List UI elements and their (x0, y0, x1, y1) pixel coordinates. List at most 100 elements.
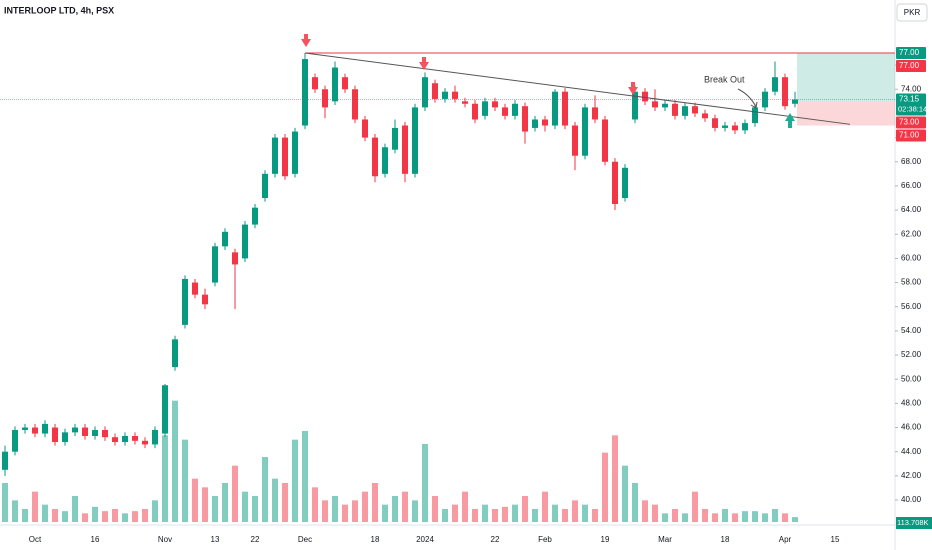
price-label-box (896, 47, 926, 60)
candle-body (582, 107, 588, 156)
volume-bar (32, 491, 38, 522)
overlay: Break Out (301, 34, 795, 128)
volume-bar (92, 506, 98, 522)
y-tick-label: 66.00 (901, 181, 922, 190)
x-tick-label: Mar (658, 535, 672, 544)
volume-bar (732, 513, 738, 522)
candle-body (142, 440, 148, 445)
candle-body (192, 282, 198, 295)
volume-bar (442, 509, 448, 522)
y-tick-label: 46.00 (901, 423, 922, 432)
price-label-box (896, 93, 926, 116)
x-tick-label: Feb (538, 535, 552, 544)
volume-bar (772, 509, 778, 522)
candle-body (542, 119, 548, 126)
volume-bar (62, 511, 68, 522)
price-label-box (896, 116, 926, 129)
volume-bar (142, 509, 148, 522)
volume-bar (792, 517, 798, 522)
candle-body (42, 423, 48, 434)
candle-body (562, 91, 568, 126)
up-arrow (788, 120, 792, 128)
candle-body (352, 89, 358, 120)
volume-bar (202, 487, 208, 522)
candle-body (292, 131, 298, 174)
y-tick-label: 58.00 (901, 278, 922, 287)
volume-bar (562, 509, 568, 522)
volume-bar (652, 504, 658, 522)
down-arrow (631, 82, 635, 88)
volume-bar (2, 483, 8, 522)
volume-bar (752, 511, 758, 522)
volume-bar (742, 511, 748, 522)
volume-bar (382, 504, 388, 522)
currency-box[interactable] (896, 3, 928, 22)
candle-body (12, 429, 18, 452)
volume-bar (702, 509, 708, 522)
volume-bar (452, 504, 458, 522)
volume-bar (72, 496, 78, 522)
volume-bar (82, 513, 88, 522)
candle-body (282, 137, 288, 177)
candle-body (592, 107, 598, 120)
candle-body (522, 106, 528, 132)
volume-bar (402, 491, 408, 522)
candle-body (122, 435, 128, 443)
candle-body (342, 77, 348, 90)
x-tick-label: 22 (491, 535, 500, 544)
chart-title: INTERLOOP LTD, 4h, PSX (4, 5, 114, 15)
candle-body (552, 91, 558, 126)
candle-body (32, 427, 38, 434)
candle-body (662, 103, 668, 108)
x-tick-label: 2024 (416, 535, 434, 544)
volume-bar (342, 504, 348, 522)
volume-bar (462, 491, 468, 522)
candle-body (742, 123, 748, 131)
volume-bar (322, 500, 328, 522)
candle-body (792, 99, 798, 104)
candle-body (492, 101, 498, 108)
volume-bar (672, 509, 678, 522)
candle-body (452, 91, 458, 99)
volume-bar (782, 513, 788, 522)
volume-bar (412, 500, 418, 522)
price-label: 73.00 (899, 118, 920, 127)
candle-body (572, 125, 578, 156)
y-tick-label: 50.00 (901, 374, 922, 383)
price-label: 77.00 (899, 61, 920, 70)
volume-bar (502, 506, 508, 522)
candle-body (362, 119, 368, 138)
volume-bar (522, 496, 528, 522)
candle-body (202, 294, 208, 305)
plot (0, 52, 895, 522)
volume-bar (112, 509, 118, 522)
volume-bar (532, 509, 538, 522)
candle-body (402, 125, 408, 174)
candle-body (2, 451, 8, 470)
volume-bar (102, 511, 108, 522)
candle-body (422, 77, 428, 108)
candle-body (732, 125, 738, 131)
candle-body (642, 91, 648, 102)
candle-body (392, 127, 398, 150)
y-tick-label: 60.00 (901, 254, 922, 263)
volume-bar (372, 483, 378, 522)
candle-body (272, 137, 278, 174)
volume-bar (582, 504, 588, 522)
candle-body (712, 118, 718, 128)
volume-bar (42, 504, 48, 522)
volume-bar (392, 496, 398, 522)
volume-bar (132, 511, 138, 522)
y-tick-label: 40.00 (901, 495, 922, 504)
volume-bar (282, 483, 288, 522)
volume-bar (602, 452, 608, 522)
x-tick-label: Apr (779, 535, 792, 544)
candle-body (682, 106, 688, 116)
x-tick-label: Nov (158, 535, 172, 544)
volume-bar (762, 513, 768, 522)
x-tick-label: 19 (601, 535, 610, 544)
currency-label[interactable]: PKR (904, 8, 921, 17)
candle-body (232, 252, 238, 265)
down-arrow (422, 57, 426, 63)
